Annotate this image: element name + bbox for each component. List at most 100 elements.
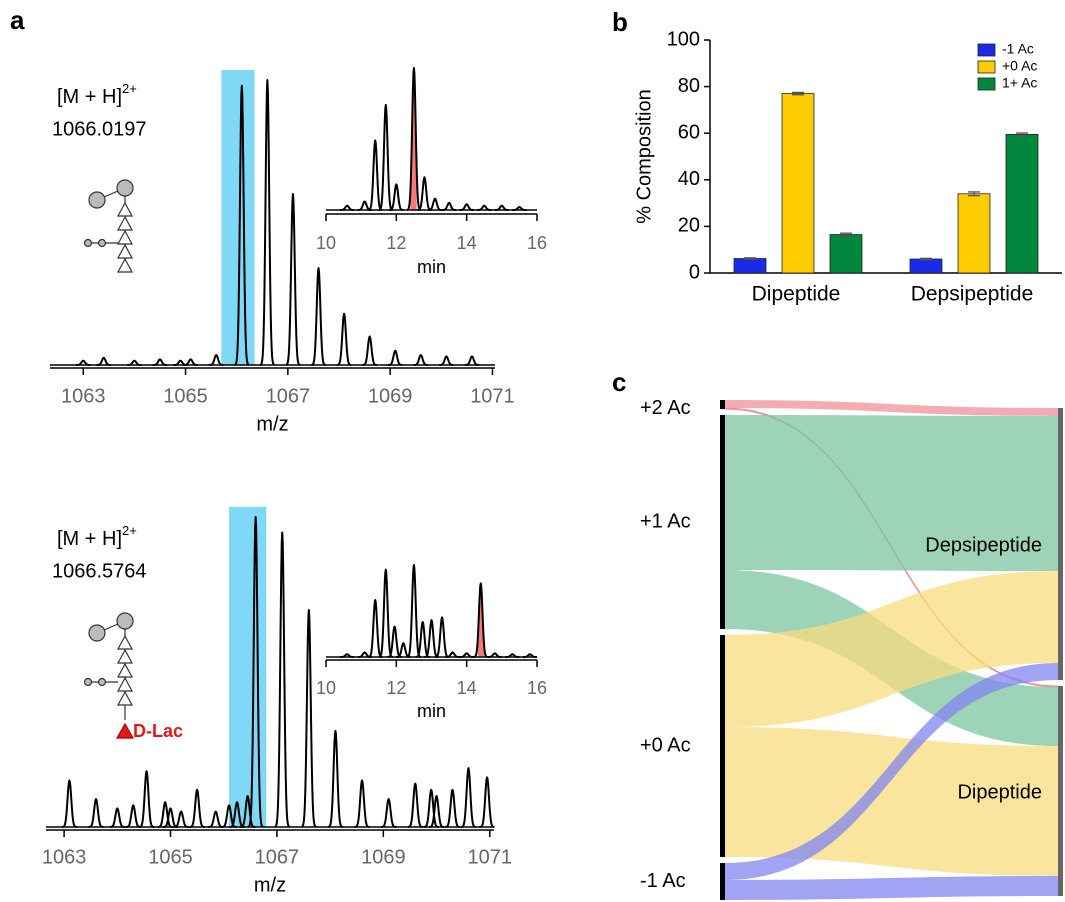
peak	[476, 204, 492, 211]
target-label: Depsipeptide	[925, 534, 1042, 556]
modification-label: D-Lac	[133, 721, 183, 741]
x-axis-label: m/z	[254, 874, 286, 896]
peak	[239, 795, 256, 828]
peak	[427, 197, 443, 211]
glycan-icon	[83, 612, 135, 739]
legend-swatch	[977, 60, 996, 74]
peak	[367, 598, 383, 658]
peak	[208, 354, 224, 366]
x-tick-label: 16	[527, 678, 547, 698]
y-tick-label: 40	[678, 168, 700, 190]
peak	[504, 653, 520, 658]
peak	[125, 804, 142, 828]
peak	[327, 729, 344, 828]
x-tick-label: 14	[457, 233, 477, 253]
peak	[274, 531, 291, 828]
x-tick-label: Depsipeptide	[911, 283, 1034, 306]
peak	[336, 312, 352, 366]
y-tick-label: 0	[689, 261, 700, 283]
error-bar	[792, 91, 804, 96]
source-node	[720, 635, 725, 857]
mass-label: 1066.5764	[52, 560, 147, 582]
peak	[339, 204, 355, 211]
peak	[207, 810, 224, 828]
peak	[138, 770, 155, 828]
bar	[957, 193, 991, 274]
error-bar	[744, 257, 756, 260]
peak	[157, 801, 174, 828]
x-tick-label: 1063	[61, 385, 106, 407]
flow	[725, 400, 1058, 416]
x-tick-label: 1069	[368, 385, 413, 407]
peak	[494, 204, 510, 211]
legend-label: +0 Ac	[1002, 58, 1037, 74]
x-tick-label: 12	[386, 233, 406, 253]
x-tick-label: 1067	[255, 846, 300, 868]
peak	[388, 183, 404, 211]
target-node	[1058, 408, 1063, 680]
source-label: +1 Ac	[640, 510, 691, 532]
error-bar	[968, 191, 980, 197]
y-tick-label: 20	[678, 215, 700, 237]
peak	[378, 568, 394, 658]
peak	[406, 67, 422, 211]
x-tick-label: 16	[527, 233, 547, 253]
peak	[285, 193, 301, 366]
source-node	[720, 400, 725, 409]
annotation: [M + H]2+	[57, 523, 137, 550]
peak	[380, 798, 397, 828]
flow	[725, 663, 1058, 880]
x-tick-label: 1063	[42, 846, 87, 868]
x-tick-label: 1065	[148, 846, 193, 868]
peak	[354, 779, 370, 828]
peak	[189, 788, 206, 828]
peak	[464, 355, 480, 366]
bar	[829, 234, 863, 274]
panel-label: c	[612, 367, 626, 397]
x-tick-label: 10	[316, 233, 336, 253]
peak	[367, 139, 383, 211]
source-label: -1 Ac	[640, 870, 686, 892]
legend-swatch	[977, 43, 996, 57]
peak	[126, 359, 143, 366]
peak	[413, 354, 429, 366]
peak	[438, 355, 455, 366]
x-tick-label: 1067	[266, 385, 311, 407]
peak	[378, 103, 394, 211]
x-tick-label: 1071	[467, 846, 512, 868]
y-tick-label: 60	[678, 121, 700, 143]
peak	[96, 356, 112, 366]
bar	[733, 258, 767, 274]
peak	[387, 349, 403, 366]
annotation: [M + H]2+	[57, 81, 137, 108]
peak	[416, 176, 433, 211]
source-node	[720, 415, 725, 629]
panel-label: a	[10, 5, 25, 35]
legend-label: 1+ Ac	[1002, 75, 1037, 91]
highlight-band	[229, 507, 267, 827]
x-axis-label: m/z	[256, 413, 288, 435]
peak	[152, 358, 168, 366]
peak	[459, 652, 475, 658]
peak	[428, 795, 445, 828]
y-axis-label: % Composition	[633, 89, 655, 224]
y-tick-label: 80	[678, 75, 700, 97]
x-tick-label: 14	[457, 678, 477, 698]
target-label: Dipeptide	[957, 781, 1042, 803]
peak	[182, 358, 199, 366]
peak	[460, 767, 477, 828]
source-label: +0 Ac	[640, 734, 691, 756]
x-tick-label: Dipeptide	[752, 283, 841, 306]
peak	[434, 616, 450, 658]
peak	[473, 582, 489, 658]
peak	[234, 84, 250, 366]
peak	[444, 788, 461, 828]
mass-label: 1066.0197	[52, 118, 147, 140]
flow	[725, 415, 1058, 571]
peak	[522, 653, 538, 658]
peak	[173, 810, 190, 828]
bar	[1005, 133, 1039, 274]
x-tick-label: 10	[316, 678, 336, 698]
peak	[109, 807, 126, 828]
peak	[479, 776, 496, 828]
